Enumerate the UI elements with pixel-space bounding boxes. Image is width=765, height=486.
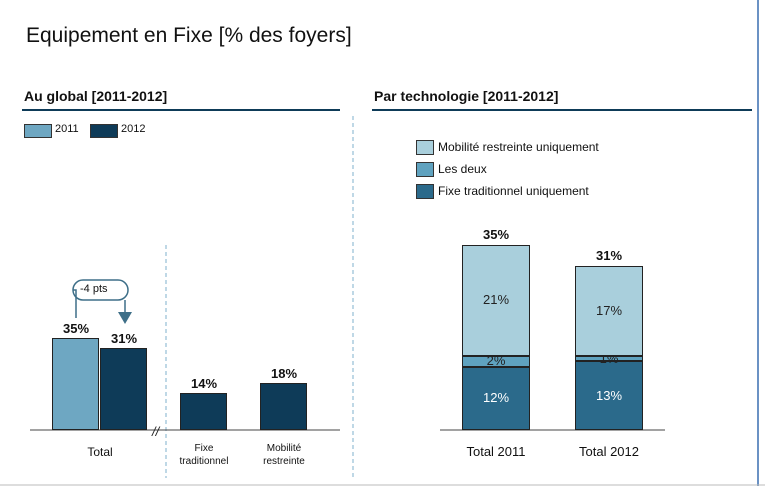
x-tick-label: Mobilité restreinte [263, 443, 305, 467]
total-label: 31% [595, 248, 623, 263]
legend-swatch [90, 124, 118, 138]
bar [260, 382, 307, 430]
value-label: 12% [482, 390, 510, 406]
bar-segment [575, 361, 643, 430]
value-label: 14% [190, 376, 218, 392]
legend-label: 2012 [121, 123, 146, 135]
bar [100, 348, 147, 430]
page-title: Equipement en Fixe [% des foyers] [26, 24, 352, 47]
value-label: 31% [110, 331, 138, 347]
bar-segment [462, 366, 530, 430]
legend-swatch [416, 140, 434, 155]
legend-swatch [416, 184, 434, 199]
x-tick-label: Total 2011 [466, 444, 526, 459]
bar-segment [462, 244, 530, 356]
value-label: 18% [270, 365, 298, 381]
legend-label: 2011 [55, 123, 79, 135]
annotation: -4 pts [80, 283, 108, 295]
legend-label: Mobilité restreinte uniquement [438, 140, 599, 154]
bar [180, 393, 227, 430]
bar [52, 337, 99, 430]
bar-segment [575, 355, 643, 362]
value-label: 35% [62, 320, 90, 336]
x-tick-label: Fixe traditionnel [179, 443, 229, 467]
legend-label: Fixe traditionnel uniquement [438, 184, 589, 198]
bar-segment [575, 266, 643, 356]
x-tick-label: Total 2012 [579, 444, 639, 459]
value-label: 21% [482, 292, 510, 308]
value-label: 17% [595, 302, 623, 318]
chart-title: Au global [2011-2012] [24, 88, 168, 104]
legend-swatch [416, 162, 434, 177]
value-label: 2% [486, 353, 506, 369]
bar-segment [462, 355, 530, 367]
value-label: 13% [595, 387, 623, 403]
chart-title: Par technologie [2011-2012] [374, 88, 559, 104]
svg-text://: // [151, 424, 161, 439]
legend-label: Les deux [438, 162, 487, 176]
x-tick-label: Total [87, 445, 113, 459]
total-label: 35% [482, 226, 510, 242]
legend-swatch [24, 124, 52, 138]
